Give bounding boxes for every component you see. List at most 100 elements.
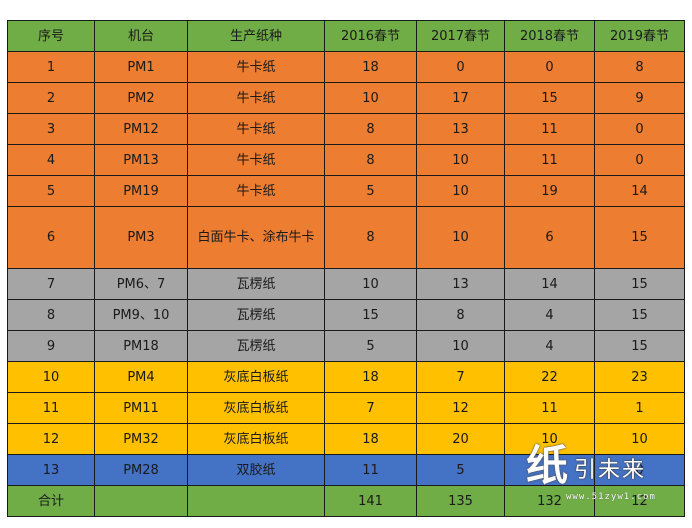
table-cell: 4: [7, 144, 95, 176]
table-cell: PM6、7: [94, 268, 188, 300]
table-cell: 8: [594, 51, 685, 83]
table-cell: 10: [416, 175, 505, 207]
table-cell: 灰底白板纸: [187, 392, 325, 424]
table-cell: 白面牛卡、涂布牛卡: [187, 206, 325, 269]
table-row: 10 PM4 灰底白板纸 18 7 22 23: [7, 361, 685, 393]
table-cell: 8: [7, 299, 95, 331]
table-cell: 10: [416, 206, 505, 269]
table-cell: 3: [7, 113, 95, 145]
table-cell: 牛卡纸: [187, 51, 325, 83]
header-cell: 2018春节: [504, 20, 595, 52]
table-row: 2 PM2 牛卡纸 10 17 15 9: [7, 82, 685, 114]
table-cell: 瓦楞纸: [187, 268, 325, 300]
table-cell: 11: [504, 392, 595, 424]
table-cell: [504, 454, 595, 486]
table-cell: 18: [324, 361, 417, 393]
table-cell: 18: [324, 423, 417, 455]
table-row: 5 PM19 牛卡纸 5 10 19 14: [7, 175, 685, 207]
table-cell: 7: [7, 268, 95, 300]
table-cell: 11: [504, 144, 595, 176]
table-cell: 8: [324, 206, 417, 269]
total-cell: 141: [324, 485, 417, 517]
table-cell: 11: [504, 113, 595, 145]
table-cell: 2: [7, 82, 95, 114]
header-cell: 序号: [7, 20, 95, 52]
watermark-brand: 引未来: [574, 458, 647, 483]
table-cell: 7: [416, 361, 505, 393]
total-cell: [187, 485, 325, 517]
table-cell: PM3: [94, 206, 188, 269]
table-cell: 11: [7, 392, 95, 424]
total-cell: 132: [504, 485, 595, 517]
total-cell: 合计: [7, 485, 95, 517]
table-cell: 15: [594, 268, 685, 300]
table-cell: PM4: [94, 361, 188, 393]
table-cell: 8: [416, 299, 505, 331]
table-cell: 瓦楞纸: [187, 299, 325, 331]
table-cell: 15: [594, 206, 685, 269]
table-cell: 灰底白板纸: [187, 423, 325, 455]
header-cell: 2019春节: [594, 20, 685, 52]
table-cell: 23: [594, 361, 685, 393]
table-cell: 14: [594, 175, 685, 207]
table-cell: 5: [324, 175, 417, 207]
table-cell: 6: [504, 206, 595, 269]
total-cell: 12: [594, 485, 685, 517]
table-cell: 0: [594, 113, 685, 145]
paper-machine-table: 序号 机台 生产纸种 2016春节 2017春节 2018春节 2019春节 1…: [7, 20, 685, 517]
table-cell: 0: [594, 454, 685, 486]
table-cell: 灰底白板纸: [187, 361, 325, 393]
table-row: 9 PM18 瓦楞纸 5 10 4 15: [7, 330, 685, 362]
table-cell: 瓦楞纸: [187, 330, 325, 362]
table-cell: 10: [416, 330, 505, 362]
header-cell: 2016春节: [324, 20, 417, 52]
table-cell: 8: [324, 144, 417, 176]
table-row: 4 PM13 牛卡纸 8 10 11 0: [7, 144, 685, 176]
table-cell: 13: [416, 268, 505, 300]
watermark: 纸 引未来 www.51zyw1.com: [526, 436, 686, 516]
table-cell: 5: [416, 454, 505, 486]
table-cell: 双胶纸: [187, 454, 325, 486]
table-cell: 4: [504, 330, 595, 362]
table-row: 11 PM11 灰底白板纸 7 12 11 1: [7, 392, 685, 424]
total-cell: 135: [416, 485, 505, 517]
header-cell: 生产纸种: [187, 20, 325, 52]
table-header-row: 序号 机台 生产纸种 2016春节 2017春节 2018春节 2019春节: [7, 20, 685, 52]
table-cell: 13: [416, 113, 505, 145]
total-row: 合计 141 135 132 12: [7, 485, 685, 517]
table-cell: 20: [416, 423, 505, 455]
table-cell: 14: [504, 268, 595, 300]
watermark-url: www.51zyw1.com: [566, 492, 656, 502]
total-cell: [94, 485, 188, 517]
table-cell: 5: [324, 330, 417, 362]
table-cell: 5: [7, 175, 95, 207]
table-cell: PM28: [94, 454, 188, 486]
table-cell: PM9、10: [94, 299, 188, 331]
table-cell: 牛卡纸: [187, 113, 325, 145]
table-cell: 7: [324, 392, 417, 424]
table-cell: 9: [594, 82, 685, 114]
table-cell: PM18: [94, 330, 188, 362]
table-row: 13 PM28 双胶纸 11 5 0: [7, 454, 685, 486]
table-cell: 牛卡纸: [187, 82, 325, 114]
table-cell: 10: [7, 361, 95, 393]
table-cell: 19: [504, 175, 595, 207]
table-cell: 15: [504, 82, 595, 114]
table-cell: 1: [594, 392, 685, 424]
table-cell: 4: [504, 299, 595, 331]
table-row: 6 PM3 白面牛卡、涂布牛卡 8 10 6 15: [7, 206, 685, 269]
table-cell: 10: [594, 423, 685, 455]
table-row: 8 PM9、10 瓦楞纸 15 8 4 15: [7, 299, 685, 331]
table-row: 1 PM1 牛卡纸 18 0 0 8: [7, 51, 685, 83]
table-cell: PM12: [94, 113, 188, 145]
table-cell: 6: [7, 206, 95, 269]
table-cell: 8: [324, 113, 417, 145]
table-cell: PM2: [94, 82, 188, 114]
table-cell: 牛卡纸: [187, 175, 325, 207]
table-row: 12 PM32 灰底白板纸 18 20 10 10: [7, 423, 685, 455]
table-cell: 10: [324, 268, 417, 300]
table-row: 3 PM12 牛卡纸 8 13 11 0: [7, 113, 685, 145]
table-cell: 11: [324, 454, 417, 486]
table-cell: 15: [594, 299, 685, 331]
table-cell: 22: [504, 361, 595, 393]
